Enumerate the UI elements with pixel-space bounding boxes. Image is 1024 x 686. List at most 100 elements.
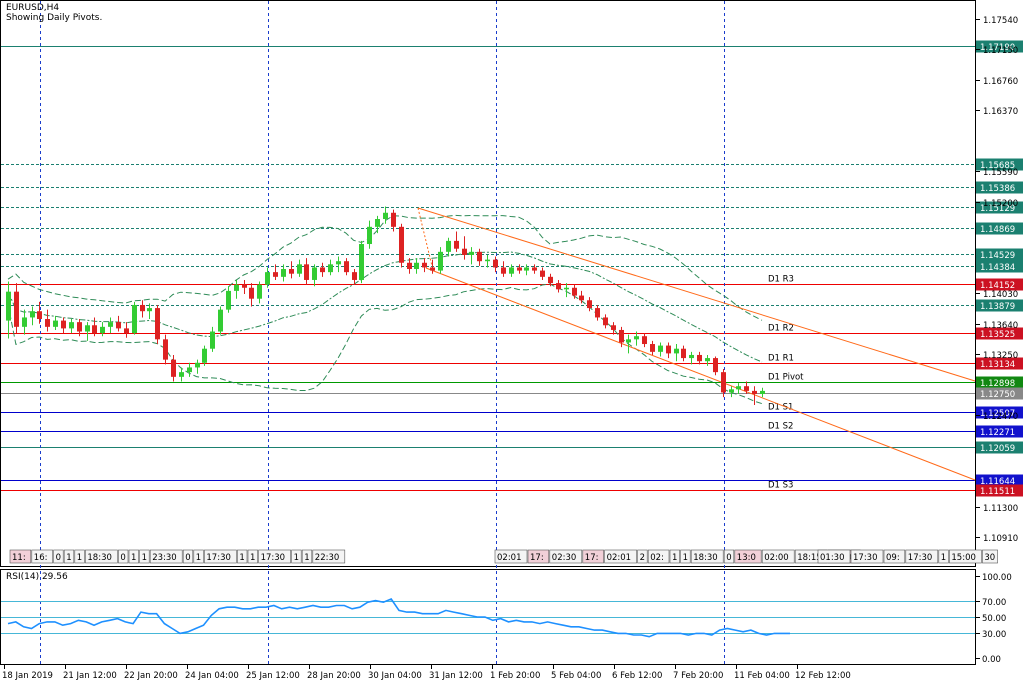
candle-body xyxy=(297,264,302,274)
time-label-box xyxy=(53,549,64,564)
level-price-label: 1.11511 xyxy=(980,487,1015,497)
level-price-label: 1.12271 xyxy=(980,428,1015,438)
time-label-box xyxy=(734,549,762,564)
price-tick-label: 1.17540 xyxy=(983,16,1018,26)
price-tick-label: 1.15200 xyxy=(983,199,1018,209)
level-price-badge xyxy=(976,406,1023,419)
price-tick-label: 1.14030 xyxy=(983,290,1018,300)
candle-body xyxy=(619,329,624,343)
time-tick-label: 7 Feb 20:00 xyxy=(673,671,723,681)
time-label-box xyxy=(637,549,648,564)
candle-body xyxy=(359,244,364,280)
time-label-box xyxy=(761,549,795,564)
channel-lower-line xyxy=(425,267,976,481)
candle-body xyxy=(634,336,639,340)
candle-body xyxy=(705,358,710,362)
level-price-badge xyxy=(976,357,1023,370)
candle-body xyxy=(69,322,74,329)
candle-body xyxy=(399,226,404,263)
time-label-box xyxy=(247,549,258,564)
candle-body xyxy=(532,267,537,271)
candle-body xyxy=(37,311,42,320)
time-label-text: 15:00 xyxy=(951,553,976,563)
candle-body xyxy=(697,354,702,362)
candle-body xyxy=(674,348,679,354)
candle-body xyxy=(257,284,262,299)
time-label-text: 0 xyxy=(726,553,731,563)
candle-body xyxy=(760,390,765,395)
rsi-panel-frame xyxy=(0,569,976,665)
level-price-label: 1.12750 xyxy=(980,390,1015,400)
time-tick-label: 31 Jan 12:00 xyxy=(429,671,483,681)
level-price-label: 1.14529 xyxy=(980,251,1015,261)
time-tick-label: 11 Feb 04:00 xyxy=(734,671,790,681)
candle-body xyxy=(540,270,545,277)
level-price-labels: 1.17190 1.15685 1.15386 1.15129 1.14869 1.145… xyxy=(976,40,1023,497)
time-tick-label: 28 Jan 20:00 xyxy=(307,671,361,681)
time-label-text: 01:30 xyxy=(820,553,845,563)
level-price-label: 1.14152 xyxy=(980,281,1015,291)
time-label-text: 30 xyxy=(984,553,995,563)
candle-body xyxy=(587,300,592,309)
time-label-text: 02:01 xyxy=(607,553,632,563)
level-price-label: 1.12507 xyxy=(980,409,1015,419)
time-label-box xyxy=(850,549,884,564)
level-price-label: 1.11644 xyxy=(980,477,1015,487)
channel-connector xyxy=(417,207,433,267)
time-label-box xyxy=(204,549,237,564)
level-price-label: 1.13525 xyxy=(980,330,1015,340)
candle-body xyxy=(344,261,349,273)
candle-body xyxy=(501,267,506,274)
time-label-box xyxy=(312,549,346,564)
candle-body xyxy=(744,386,749,391)
time-label-text: 18:30 xyxy=(693,553,718,563)
time-label-box xyxy=(817,549,851,564)
level-price-label: 1.13879 xyxy=(980,302,1015,312)
candle-body xyxy=(140,304,145,312)
time-label-text: 23:30 xyxy=(152,553,177,563)
price-axis: 1.17540 1.17150 1.16760 1.16370 1.15590 1.152… xyxy=(976,16,1018,544)
time-tick-label: 6 Feb 12:00 xyxy=(612,671,662,681)
time-label-text: 0 xyxy=(56,553,61,563)
candle-body xyxy=(328,264,333,273)
time-label-box xyxy=(182,549,194,564)
time-label-text: 1 xyxy=(304,553,309,563)
candle-body xyxy=(202,348,207,363)
candle-body xyxy=(658,345,663,352)
time-label-text: 02:30 xyxy=(552,553,577,563)
time-label-text: 02: xyxy=(650,553,664,563)
level-price-badge xyxy=(976,40,1023,53)
level-price-label: 1.15129 xyxy=(980,204,1015,214)
candle-body xyxy=(108,322,113,327)
candle-body xyxy=(304,264,309,280)
time-label-text: 1 xyxy=(941,553,946,563)
time-label-text: 02:01 xyxy=(497,553,522,563)
price-tick-label: 1.16370 xyxy=(983,107,1018,117)
candle-body xyxy=(226,290,231,310)
time-tick-label: 1 Feb 20:00 xyxy=(490,671,540,681)
candle-body xyxy=(242,284,247,288)
price-tick-label: 1.13640 xyxy=(983,321,1018,331)
time-label-text: 17: xyxy=(530,553,544,563)
time-label-text: 18:30 xyxy=(87,553,112,563)
level-price-badge xyxy=(976,474,1023,487)
candle-body xyxy=(383,212,388,220)
candle-body xyxy=(92,325,97,334)
time-label-box xyxy=(193,549,204,564)
candle-body xyxy=(273,272,278,277)
time-label-text: 17: xyxy=(585,553,599,563)
time-label-box xyxy=(582,549,604,564)
time-label-box xyxy=(604,549,637,564)
candle-body xyxy=(61,320,66,329)
candle-body xyxy=(556,283,561,290)
candle-body xyxy=(430,267,435,271)
level-name: D1 S2 xyxy=(768,422,793,432)
candle-body xyxy=(77,322,82,332)
time-label-text: 22:30 xyxy=(315,553,340,563)
time-label-text: 1 xyxy=(250,553,255,563)
symbol-label: EURUSD,H4 xyxy=(6,3,60,13)
time-label-text: 1 xyxy=(77,553,82,563)
time-label-box xyxy=(883,549,906,564)
candle-body xyxy=(171,359,176,377)
